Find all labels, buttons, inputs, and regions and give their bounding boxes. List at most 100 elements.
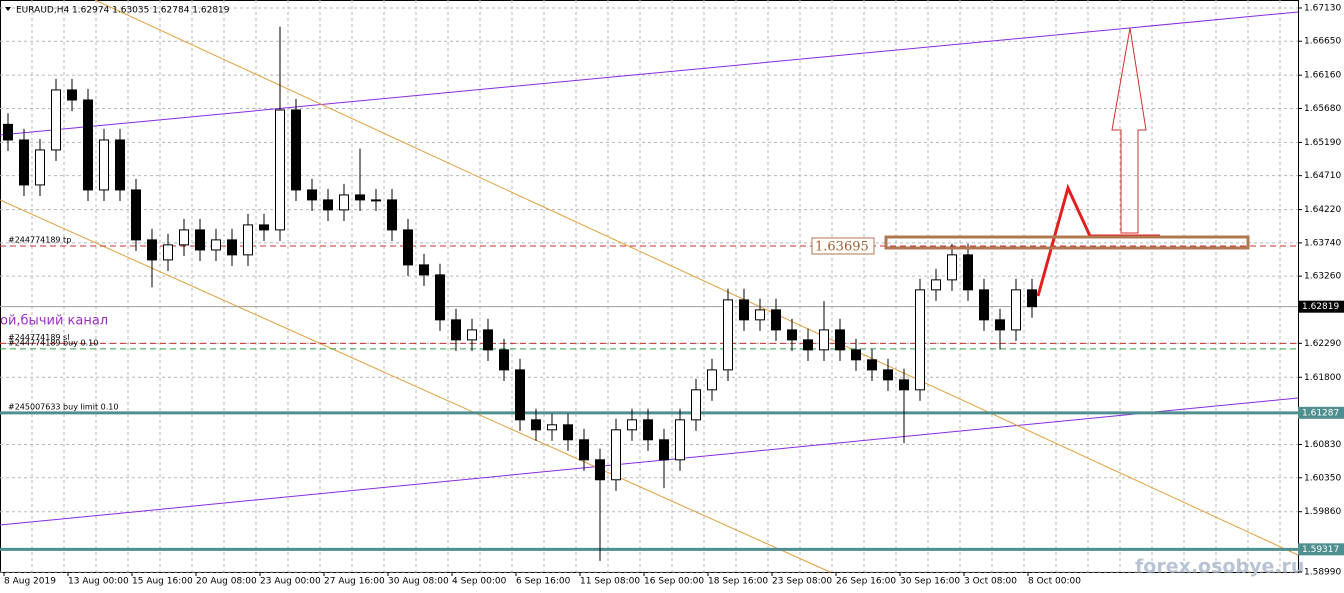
x-tick-label: 30 Sep 16:00 (900, 577, 960, 587)
x-tick-label: 8 Aug 2019 (4, 577, 56, 587)
y-tick-label: 1.66650 (1304, 37, 1341, 47)
candle-body (643, 419, 653, 441)
candle-body (963, 254, 973, 291)
x-tick-label: 8 Oct 00:00 (1028, 577, 1081, 587)
candle-body (323, 199, 333, 211)
y-tick-label: 1.59860 (1304, 507, 1341, 517)
candle-body (99, 139, 109, 191)
candle-body (627, 419, 637, 431)
candle-body (883, 369, 893, 381)
candle-body (739, 299, 749, 321)
x-tick-label: 20 Aug 08:00 (196, 577, 257, 587)
candle-body (67, 89, 77, 101)
candle-body (691, 389, 701, 421)
candle-body (835, 329, 845, 351)
grid (0, 0, 1298, 573)
price-label: 1.59317 (1302, 545, 1339, 555)
target-arrow (1111, 27, 1147, 234)
candle-body (675, 419, 685, 461)
candle-body (211, 239, 221, 251)
plot-frame (0, 0, 1299, 573)
candle-body (851, 349, 861, 361)
channel-line (0, 199, 831, 573)
x-tick-label: 26 Sep 16:00 (836, 577, 896, 587)
candle-body (371, 199, 381, 202)
watermark: forex.osobye.ru (1135, 556, 1304, 578)
candle-body (131, 189, 141, 241)
x-tick-label: 4 Sep 00:00 (452, 577, 507, 587)
y-tick-label: 1.64220 (1304, 205, 1341, 215)
resistance-box (884, 235, 1250, 250)
candle-body (819, 329, 829, 351)
candle-body (227, 239, 237, 256)
candles (3, 26, 1037, 561)
y-tick-label: 1.61800 (1304, 373, 1341, 383)
price-label-bg (1298, 543, 1344, 556)
price-label: 1.61287 (1302, 408, 1339, 418)
candle-body (451, 319, 461, 341)
price-label: 1.62819 (1302, 302, 1339, 312)
level-box (811, 237, 875, 255)
candle-body (995, 319, 1005, 331)
x-tick-label: 6 Sep 16:00 (516, 577, 571, 587)
candle-body (515, 369, 525, 421)
candle-body (419, 264, 429, 276)
levels: #244774189 tp 1.63695 #244774189 sl#244774… (0, 235, 1298, 551)
x-tick-label: 23 Sep 08:00 (772, 577, 832, 587)
y-tick-label: 1.62290 (1304, 339, 1341, 349)
level-text: #244774189 sl (8, 333, 69, 342)
candle-body (531, 419, 541, 431)
level-text: #244774189 tp (8, 235, 71, 244)
candle-body (115, 139, 125, 191)
candle-body (339, 194, 349, 211)
candle-body (163, 244, 173, 261)
candle-body (899, 379, 909, 391)
candle-body (947, 254, 957, 281)
channel-line (0, 397, 1299, 526)
candle-body (483, 329, 493, 351)
candle-body (403, 229, 413, 266)
candle-body (435, 274, 445, 321)
x-tick-label: 27 Aug 16:00 (324, 577, 385, 587)
candle-body (307, 189, 317, 201)
x-tick-label: 23 Aug 00:00 (260, 577, 321, 587)
level-text: #245007633 buy limit 0.10 (8, 402, 118, 411)
candle-body (755, 309, 765, 321)
y-tick-label: 1.58990 (1304, 568, 1341, 578)
x-tick-label: 30 Aug 08:00 (388, 577, 449, 587)
y-tick-label: 1.64710 (1304, 171, 1341, 181)
y-tick-label: 1.66160 (1304, 71, 1341, 81)
candle-body (35, 149, 45, 186)
candle-body (19, 139, 29, 186)
y-tick-label: 1.63260 (1304, 272, 1341, 282)
candle-body (147, 239, 157, 261)
candle-body (867, 359, 877, 371)
y-tick-label: 1.65190 (1304, 138, 1341, 148)
price-label-bg (1298, 406, 1344, 419)
x-tick-label: 18 Sep 16:00 (708, 577, 768, 587)
candle-body (979, 289, 989, 321)
candle-body (259, 224, 269, 231)
candle-body (579, 439, 589, 461)
candle-body (547, 424, 557, 431)
channel-line (0, 11, 1299, 136)
candle-body (915, 289, 925, 391)
candle-body (243, 224, 253, 256)
candle-body (179, 229, 189, 246)
annotation: ой,бычий канал (0, 314, 108, 329)
price-label-bg (1298, 300, 1344, 313)
level-text: #244774189 buy 0.10 (8, 338, 98, 347)
x-tick-label: 16 Sep 00:00 (644, 577, 704, 587)
candle-body (787, 329, 797, 341)
y-tick-label: 1.67130 (1304, 3, 1341, 13)
candle-body (275, 109, 285, 231)
level-box-label: 1.63695 (815, 239, 869, 254)
chart-title: EURAUD,H4 1.62974 1.63035 1.62784 1.6281… (16, 6, 230, 16)
candle-body (1011, 289, 1021, 331)
candle-body (355, 194, 365, 201)
y-tick-label: 1.65680 (1304, 104, 1341, 114)
candle-body (595, 459, 605, 481)
y-tick-label: 1.60350 (1304, 473, 1341, 483)
candle-body (1027, 289, 1037, 308)
candle-body (387, 199, 397, 231)
